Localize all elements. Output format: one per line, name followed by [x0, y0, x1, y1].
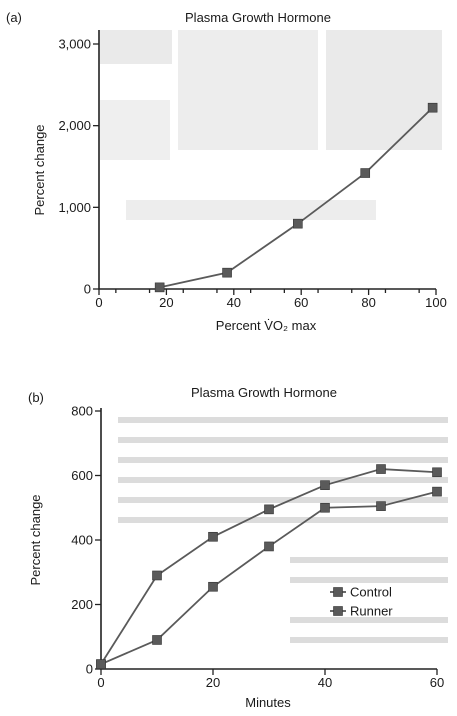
data-point — [432, 467, 442, 478]
y-ticks-b: 0 200 400 600 800 — [71, 404, 101, 677]
data-point — [208, 581, 218, 592]
panel-label-a: (a) — [6, 10, 22, 25]
legend-swatch-marker — [333, 606, 343, 616]
y-tick-label: 2,000 — [58, 118, 91, 133]
data-point — [96, 659, 106, 669]
legend-b: Control Runner — [330, 585, 393, 619]
data-point — [293, 218, 303, 229]
data-point — [264, 504, 274, 515]
y-tick-label: 800 — [71, 404, 93, 419]
panel-label-b: (b) — [28, 390, 44, 405]
x-axis-label-b: Minutes — [245, 695, 291, 710]
x-tick-label: 100 — [425, 295, 447, 310]
x-tick-label: 0 — [95, 295, 102, 310]
x-tick-label: 40 — [318, 675, 332, 690]
y-tick-label: 600 — [71, 468, 93, 483]
chart-title-b: Plasma Growth Hormone — [191, 385, 337, 400]
y-ticks-a: 0 1,000 2,000 3,000 — [58, 37, 99, 297]
y-tick-label: 0 — [84, 282, 91, 297]
x-tick-label: 0 — [97, 675, 104, 690]
y-tick-label: 0 — [86, 662, 93, 677]
data-point — [208, 531, 218, 542]
chart-panel-b: (b) Plasma Growth Hormone Percent change… — [28, 385, 444, 710]
chart-title-a: Plasma Growth Hormone — [185, 10, 331, 25]
x-tick-label: 40 — [227, 295, 241, 310]
data-point — [154, 282, 165, 293]
x-tick-label: 80 — [361, 295, 375, 310]
x-tick-label: 20 — [159, 295, 173, 310]
data-point — [222, 267, 232, 278]
data-point — [320, 502, 330, 513]
data-point — [432, 486, 442, 497]
y-tick-label: 200 — [71, 597, 93, 612]
data-point — [376, 464, 386, 474]
y-tick-label: 3,000 — [58, 37, 91, 52]
x-ticks-b: 0 20 40 60 — [97, 669, 444, 690]
data-point — [152, 635, 162, 645]
x-tick-label: 60 — [430, 675, 444, 690]
legend-label: Control — [350, 585, 392, 600]
x-minor-ticks-a — [115, 289, 420, 293]
legend-swatch-marker — [333, 587, 343, 597]
data-point — [427, 102, 438, 113]
data-point — [376, 501, 386, 511]
legend-label: Runner — [350, 604, 393, 619]
y-axis-label-a: Percent change — [32, 124, 47, 215]
series-marks-b — [96, 464, 442, 669]
x-tick-label: 20 — [206, 675, 220, 690]
bleed-through-background — [100, 30, 448, 643]
data-point — [152, 570, 162, 581]
chart-panel-a: (a) Plasma Growth Hormone Percent change… — [6, 10, 447, 333]
y-axis-label-b: Percent change — [28, 494, 43, 585]
axes-b — [100, 408, 437, 670]
x-ticks-a: 0 20 40 60 80 100 — [95, 289, 447, 310]
x-axis-label-a: Percent V̇O₂ max — [216, 318, 317, 333]
data-point — [320, 480, 330, 490]
y-tick-label: 400 — [71, 533, 93, 548]
series-marks-a — [154, 102, 438, 293]
data-point — [264, 541, 274, 552]
data-point — [360, 168, 371, 178]
y-tick-label: 1,000 — [58, 200, 91, 215]
x-tick-label: 60 — [294, 295, 308, 310]
